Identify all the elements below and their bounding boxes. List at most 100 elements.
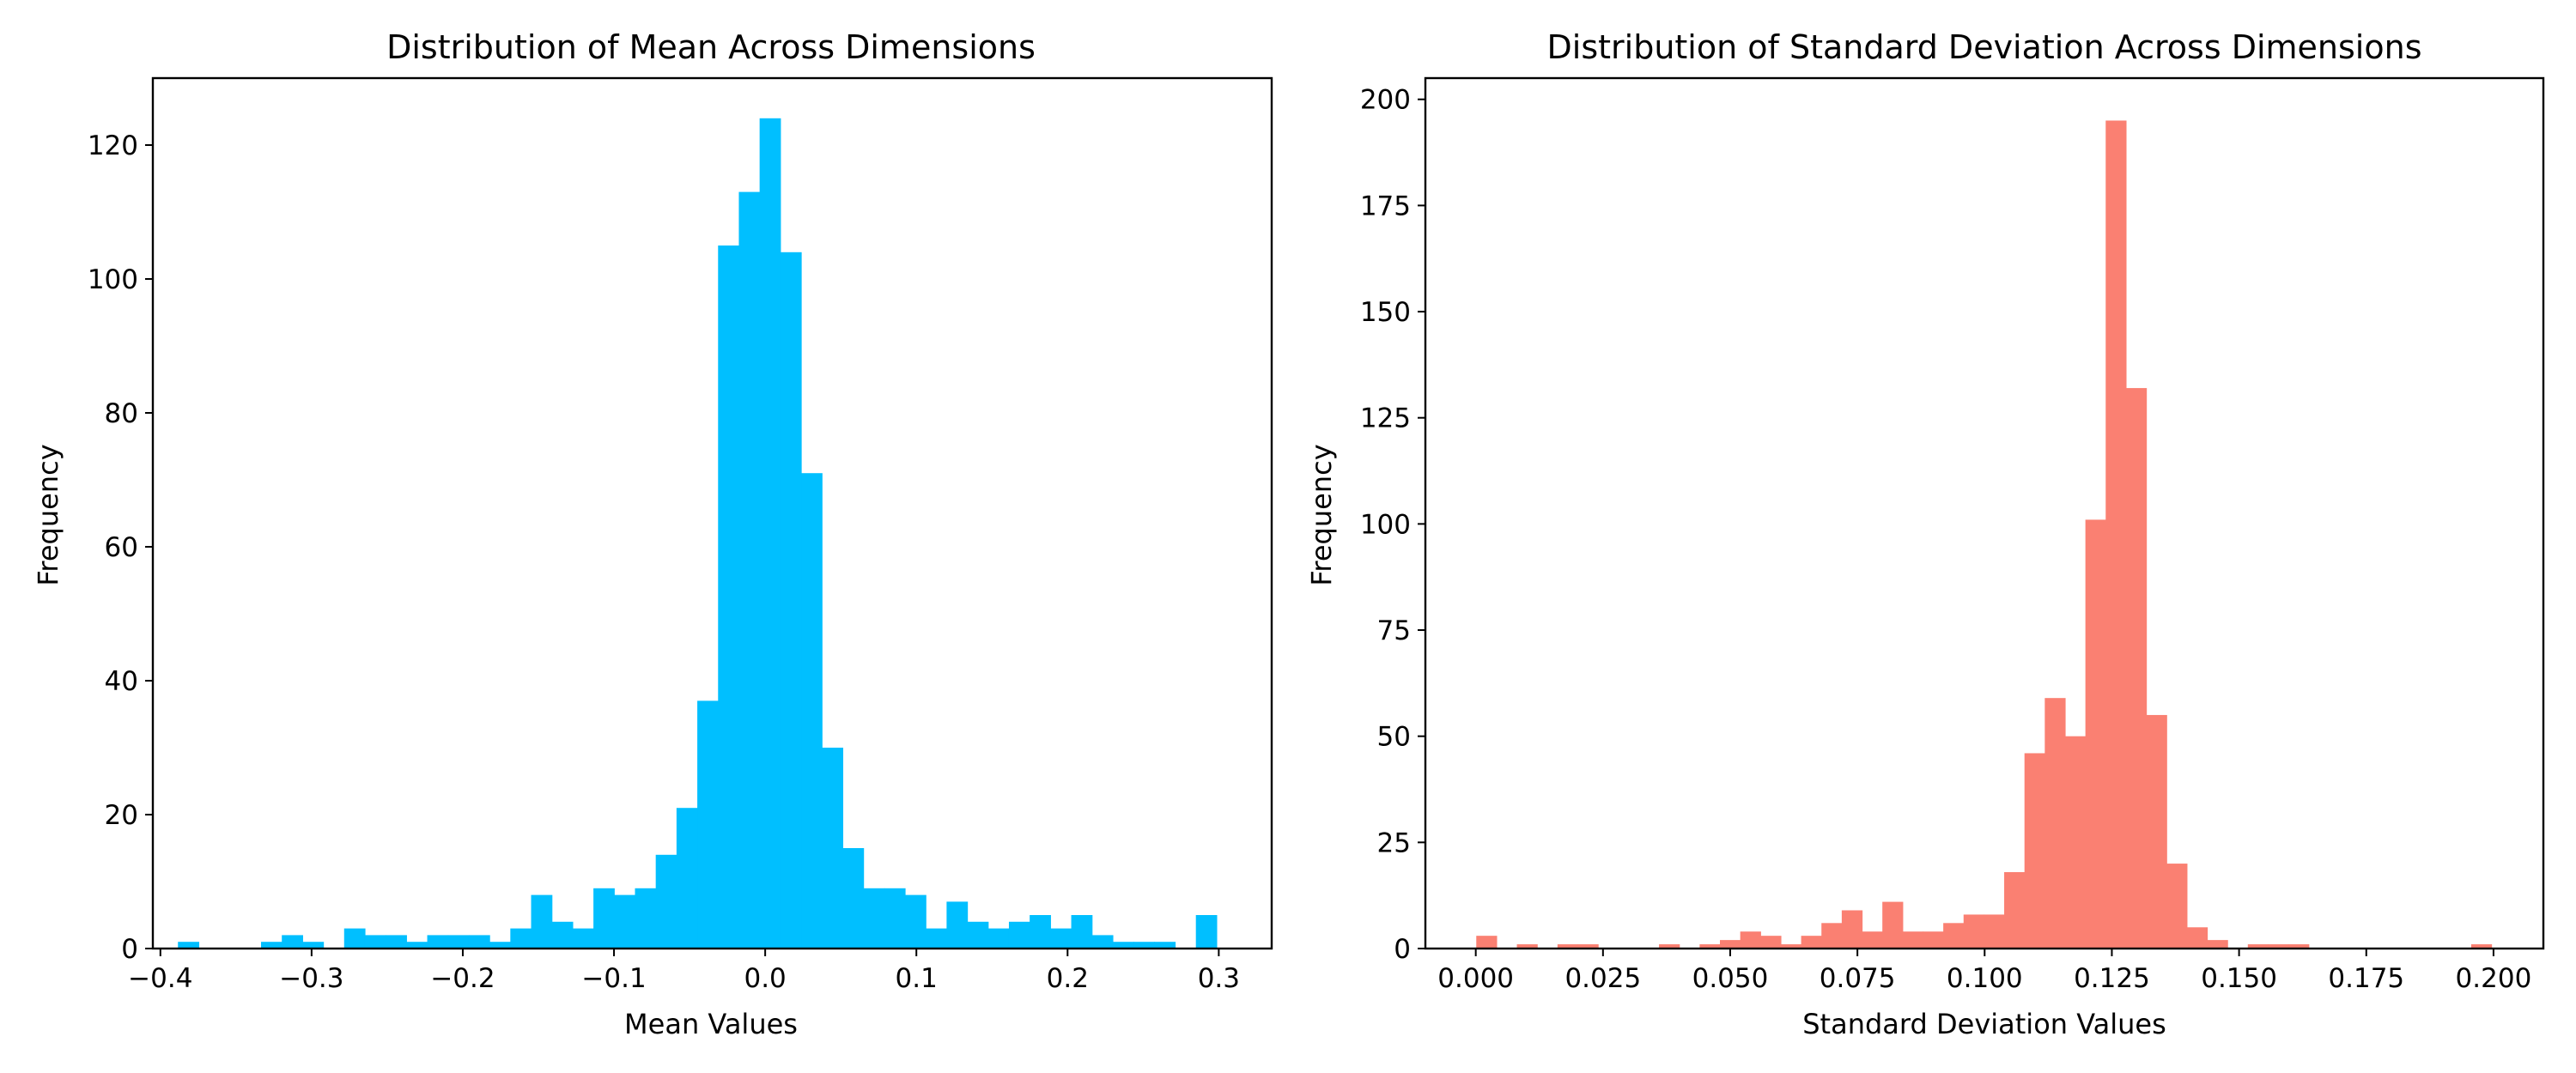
std-bar-22 [1923, 931, 1944, 949]
std-bar-24 [1963, 914, 1985, 949]
std-bar-30 [2085, 519, 2106, 949]
mean-y-tick-label: 60 [105, 532, 138, 563]
mean-bar-29 [780, 252, 802, 949]
mean-bar-5 [282, 935, 303, 949]
mean-bar-14 [468, 935, 490, 949]
mean-bars [178, 118, 1218, 949]
mean-bar-41 [1030, 915, 1051, 949]
mean-bar-26 [718, 246, 740, 949]
std-bar-14 [1760, 936, 1782, 949]
std-x-tick-label: 0.050 [1692, 963, 1769, 994]
mean-bar-16 [510, 928, 532, 949]
std-bar-26 [2004, 871, 2026, 949]
mean-bar-27 [738, 191, 761, 949]
mean-bar-37 [946, 901, 969, 949]
std-x-tick-label: 0.025 [1564, 963, 1641, 994]
std-bar-12 [1720, 940, 1741, 949]
mean-bar-38 [967, 921, 989, 949]
mean-bar-13 [447, 935, 470, 949]
std-bar-49 [2470, 944, 2493, 949]
mean-bar-4 [261, 942, 283, 949]
mean-x-tick-label: 0.1 [896, 963, 938, 994]
std-bar-29 [2064, 736, 2087, 949]
std-bar-36 [2207, 940, 2228, 949]
mean-bar-20 [593, 888, 615, 949]
std-bar-34 [2166, 864, 2188, 949]
mean-x-tick-label: −0.2 [430, 963, 495, 994]
std-bar-11 [1699, 944, 1721, 949]
std-bar-17 [1821, 923, 1843, 949]
mean-bar-32 [842, 848, 865, 949]
mean-bar-46 [1133, 942, 1155, 949]
std-x-axis-label: Standard Deviation Values [1802, 1008, 2166, 1040]
mean-bar-42 [1050, 928, 1072, 949]
mean-bar-45 [1112, 942, 1134, 949]
std-y-tick-label: 75 [1377, 615, 1411, 646]
mean-plot-frame [151, 76, 1273, 950]
std-x-tick-label: 0.175 [2328, 963, 2404, 994]
mean-y-tick-label: 20 [105, 800, 138, 831]
mean-x-ticks: −0.4 −0.3 −0.2 −0.1 0.0 0.1 0.2 0.3 [128, 949, 1240, 994]
mean-bar-43 [1071, 915, 1093, 949]
mean-y-tick-label: 40 [105, 666, 138, 697]
mean-bar-25 [697, 700, 719, 949]
mean-y-axis-label: Frequency [32, 444, 64, 585]
std-bar-33 [2146, 714, 2167, 949]
mean-y-tick-label: 120 [88, 130, 138, 161]
std-y-tick-label: 175 [1360, 191, 1411, 221]
std-y-tick-label: 50 [1377, 722, 1411, 753]
mean-bar-47 [1154, 942, 1176, 949]
std-bar-23 [1943, 923, 1965, 949]
mean-histogram-panel: Distribution of Mean Across Dimensions M… [32, 28, 1273, 1040]
mean-bar-24 [676, 808, 698, 949]
std-x-tick-label: 0.150 [2201, 963, 2277, 994]
std-plot-frame [1424, 76, 2545, 950]
std-x-tick-label: 0.125 [2074, 963, 2150, 994]
mean-x-tick-label: 0.2 [1047, 963, 1089, 994]
std-bar-28 [2044, 698, 2066, 949]
mean-x-tick-label: −0.4 [128, 963, 192, 994]
mean-bar-9 [364, 935, 386, 949]
std-y-tick-label: 25 [1377, 827, 1411, 858]
mean-bar-30 [801, 473, 823, 949]
mean-bar-15 [489, 942, 511, 949]
mean-bar-36 [926, 928, 947, 949]
mean-x-tick-label: −0.3 [279, 963, 343, 994]
std-x-tick-label: 0.200 [2456, 963, 2532, 994]
mean-y-tick-label: 100 [88, 264, 138, 295]
mean-x-tick-label: −0.1 [581, 963, 646, 994]
mean-x-tick-label: 0.3 [1198, 963, 1240, 994]
std-y-tick-label: 125 [1360, 403, 1411, 434]
mean-bar-44 [1091, 935, 1114, 949]
std-y-tick-label: 200 [1360, 85, 1411, 116]
std-bars [1476, 120, 2493, 949]
std-y-tick-label: 100 [1360, 509, 1411, 540]
mean-bar-12 [427, 935, 449, 949]
std-bar-27 [2024, 753, 2045, 949]
mean-bar-28 [759, 118, 781, 949]
std-bar-5 [1577, 944, 1599, 949]
std-x-tick-label: 0.000 [1437, 963, 1514, 994]
std-bar-40 [2288, 944, 2310, 949]
std-bar-13 [1740, 931, 1761, 949]
std-bar-38 [2247, 944, 2269, 949]
std-bar-0 [1476, 936, 1498, 949]
mean-x-axis-label: Mean Values [624, 1008, 798, 1040]
mean-y-tick-label: 0 [121, 934, 138, 965]
mean-bar-21 [614, 894, 636, 949]
mean-bar-49 [1195, 915, 1218, 949]
mean-y-tick-label: 80 [105, 398, 138, 429]
mean-bar-0 [178, 942, 200, 949]
std-x-ticks: 0.000 0.025 0.050 0.075 0.100 0.125 0.150 0.175… [1437, 949, 2531, 994]
std-bar-16 [1801, 936, 1822, 949]
std-y-tick-label: 0 [1394, 934, 1411, 965]
mean-bar-17 [531, 894, 553, 949]
std-bar-31 [2105, 120, 2127, 949]
mean-bar-23 [655, 854, 677, 949]
std-bar-15 [1780, 944, 1802, 949]
std-bar-35 [2186, 927, 2208, 949]
mean-bar-34 [884, 888, 906, 949]
mean-bar-33 [863, 888, 885, 949]
std-bar-39 [2268, 944, 2289, 949]
